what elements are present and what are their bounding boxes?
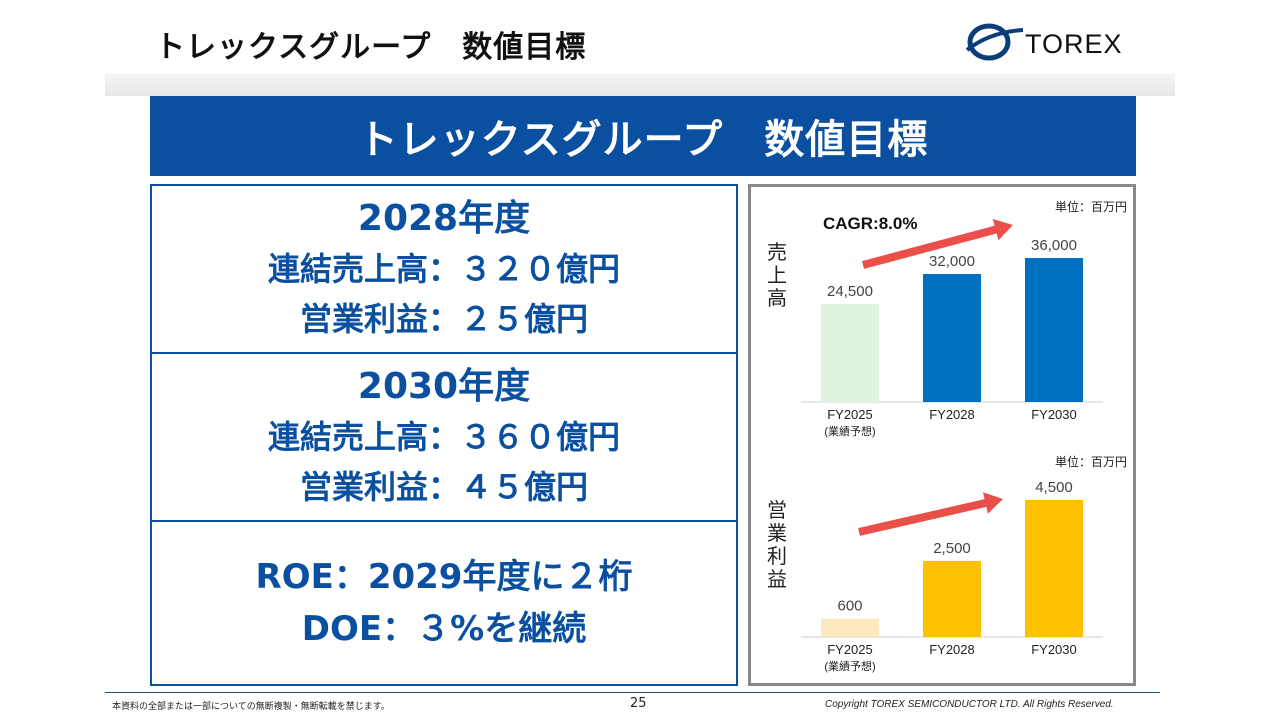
svg-text:TOREX: TOREX	[1025, 29, 1123, 59]
footer-notice: 本資料の全部または一部についての無断複製・無断転載を禁じます。	[112, 702, 390, 712]
target-line: 連結売上高：３２０億円	[267, 250, 620, 288]
y-axis-label-char: 上	[767, 264, 787, 287]
data-label: 24,500	[827, 283, 873, 300]
target-heading: 2030年度	[357, 366, 531, 407]
bar-FY2028	[923, 560, 981, 637]
target-line: 営業利益：２５億円	[299, 300, 588, 338]
x-tick-label: FY2030	[1031, 407, 1077, 422]
targets-panel: 2028年度 連結売上高：３２０億円 営業利益：２５億円 2030年度 連結売上…	[150, 184, 738, 686]
y-axis-label-char: 高	[767, 287, 787, 310]
target-line: ROE：2029年度に２桁	[255, 557, 633, 597]
unit-label: 単位：百万円	[1055, 199, 1127, 214]
data-label: 4,500	[1035, 479, 1073, 496]
page-title: トレックスグループ 数値目標	[155, 30, 587, 65]
x-tick-label: FY2025	[827, 642, 873, 657]
bar-FY2028	[923, 274, 981, 402]
copyright: Copyright TOREX SEMICONDUCTOR LTD. All R…	[825, 699, 1114, 710]
y-axis-label-char: 益	[767, 568, 787, 591]
data-label: 32,000	[929, 253, 975, 270]
bar-FY2025	[821, 304, 879, 402]
header-band	[105, 74, 1175, 96]
data-label: 2,500	[933, 540, 971, 557]
banner-title: トレックスグループ 数値目標	[150, 96, 1136, 176]
target-line: 営業利益：４５億円	[299, 468, 588, 506]
x-tick-label: FY2030	[1031, 642, 1077, 657]
y-axis-label-char: 業	[767, 522, 787, 545]
growth-arrow-icon	[861, 219, 1014, 269]
target-heading: 2028年度	[357, 198, 531, 239]
footer-line	[105, 692, 1160, 693]
cagr-annotation: CAGR:8.0%	[823, 214, 917, 233]
torex-logo: TOREX	[965, 23, 1123, 61]
bar-FY2030	[1025, 258, 1083, 402]
data-label: 36,000	[1031, 237, 1077, 254]
bar-FY2030	[1025, 500, 1083, 637]
divider	[152, 352, 736, 354]
unit-label: 単位：百万円	[1055, 454, 1127, 469]
growth-arrow-icon	[858, 492, 1004, 536]
divider	[152, 520, 736, 522]
y-axis-label-char: 利	[767, 545, 787, 568]
target-line: DOE：３%を継続	[301, 609, 587, 649]
target-2028: 2028年度 連結売上高：３２０億円 営業利益：２５億円	[152, 186, 736, 352]
page-number: 25	[630, 696, 647, 711]
target-roe-doe: ROE：2029年度に２桁 DOE：３%を継続	[152, 522, 736, 684]
charts-panel: 単位：百万円売上高 24,500 FY2025 (業績予想) 32,000 FY2028 3…	[748, 184, 1136, 686]
x-tick-note: (業績予想)	[824, 659, 875, 673]
bar-FY2025	[821, 618, 879, 637]
target-2030: 2030年度 連結売上高：３６０億円 営業利益：４５億円	[152, 354, 736, 520]
target-line: 連結売上高：３６０億円	[267, 418, 620, 456]
x-tick-label: FY2025	[827, 407, 873, 422]
x-tick-label: FY2028	[929, 642, 975, 657]
y-axis-label-char: 営	[767, 499, 787, 522]
x-tick-label: FY2028	[929, 407, 975, 422]
y-axis-label-char: 売	[767, 241, 787, 264]
data-label: 600	[837, 598, 862, 615]
x-tick-note: (業績予想)	[824, 424, 875, 438]
